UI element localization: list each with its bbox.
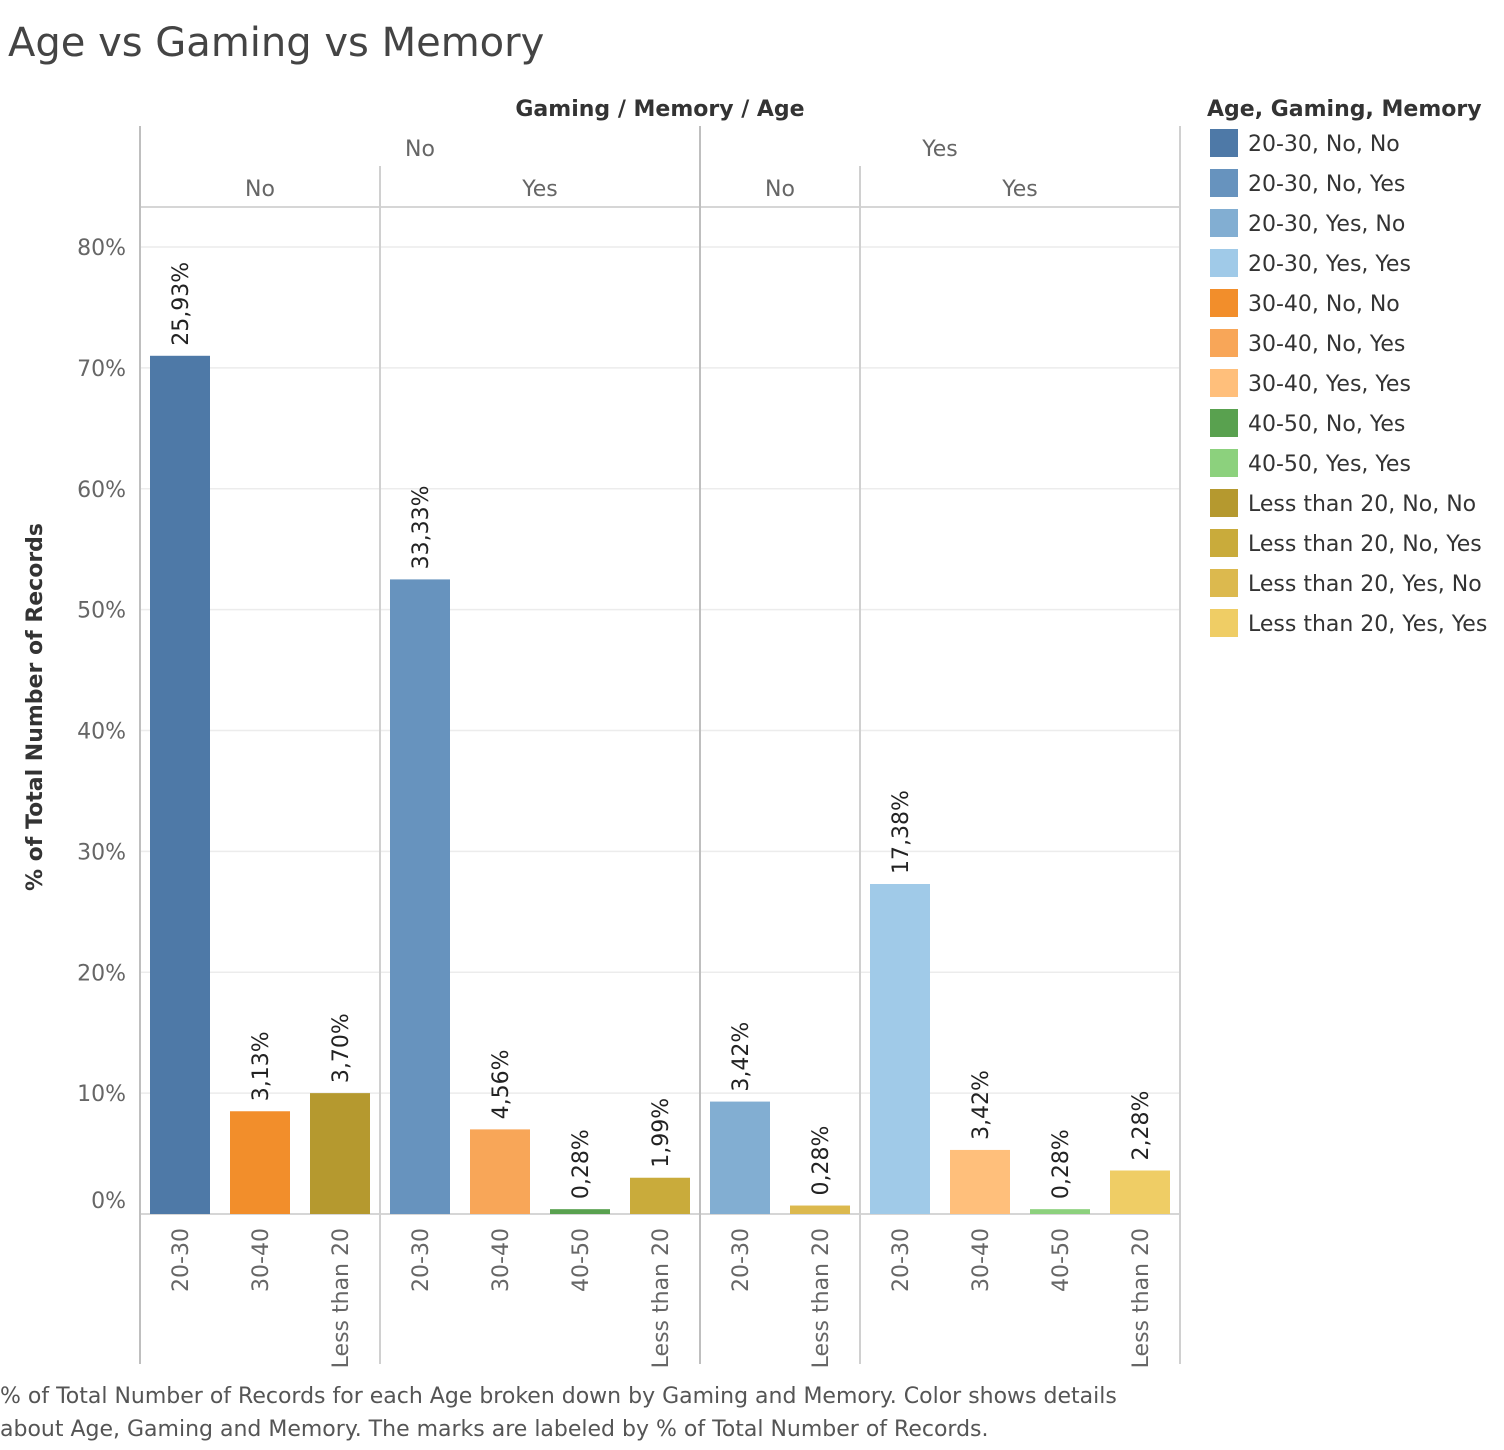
legend-item-label: Less than 20, Yes, Yes — [1248, 612, 1487, 637]
legend-swatch — [1210, 209, 1238, 237]
x-category-label: 40-50 — [569, 1228, 594, 1292]
data-label: 1,99% — [649, 1098, 674, 1168]
legend-item-label: 30-40, Yes, Yes — [1248, 372, 1411, 397]
data-label: 4,56% — [489, 1049, 514, 1119]
legend-swatch — [1210, 489, 1238, 517]
data-label: 0,28% — [809, 1126, 834, 1196]
legend-item-label: Less than 20, No, Yes — [1248, 532, 1482, 557]
legend-swatch — [1210, 329, 1238, 357]
bar[interactable] — [630, 1177, 690, 1214]
y-tick-label: 20% — [77, 961, 126, 986]
data-label: 0,28% — [1049, 1129, 1074, 1199]
x-category-label: 20-30 — [729, 1228, 754, 1292]
y-tick-label: 0% — [91, 1189, 126, 1214]
bar[interactable] — [1110, 1170, 1170, 1214]
memory-header: Yes — [521, 177, 558, 202]
y-tick-label: 50% — [77, 599, 126, 624]
x-category-label: Less than 20 — [1129, 1228, 1154, 1368]
legend-swatch — [1210, 249, 1238, 277]
data-label: 2,28% — [1129, 1091, 1154, 1161]
memory-header: No — [765, 177, 795, 202]
memory-header: Yes — [1001, 177, 1038, 202]
x-category-label: 20-30 — [409, 1228, 434, 1292]
data-label: 3,42% — [729, 1022, 754, 1092]
legend-swatch — [1210, 569, 1238, 597]
legend-item-label: 30-40, No, No — [1248, 292, 1400, 317]
legend-item-label: 30-40, No, Yes — [1248, 332, 1405, 357]
legend-swatch — [1210, 169, 1238, 197]
data-label: 33,33% — [409, 486, 434, 570]
data-label: 3,42% — [969, 1070, 994, 1140]
data-label: 25,93% — [169, 262, 194, 346]
bar[interactable] — [230, 1111, 290, 1214]
data-label: 3,70% — [329, 1013, 354, 1083]
chart-title: Age vs Gaming vs Memory — [8, 20, 544, 66]
legend-item-label: 40-50, No, Yes — [1248, 412, 1405, 437]
y-tick-label: 40% — [77, 720, 126, 745]
bar[interactable] — [950, 1149, 1010, 1214]
y-tick-label: 60% — [77, 478, 126, 503]
legend-swatch — [1210, 409, 1238, 437]
chart: Age vs Gaming vs Memory Gaming / Memory … — [8, 20, 1487, 1368]
legend-item-label: 20-30, Yes, No — [1248, 212, 1405, 237]
gaming-header: No — [405, 137, 435, 162]
data-label: 0,28% — [569, 1129, 594, 1199]
y-tick-label: 80% — [77, 236, 126, 261]
x-category-label: Less than 20 — [329, 1228, 354, 1368]
bar[interactable] — [790, 1205, 850, 1214]
bar[interactable] — [150, 355, 210, 1215]
x-category-label: 20-30 — [889, 1228, 914, 1292]
x-category-label: Less than 20 — [809, 1228, 834, 1368]
x-category-label: 30-40 — [969, 1228, 994, 1292]
data-label: 17,38% — [889, 790, 914, 874]
header-title: Gaming / Memory / Age — [515, 97, 804, 122]
x-category-label: 40-50 — [1049, 1228, 1074, 1292]
bar[interactable] — [550, 1209, 610, 1214]
legend-swatch — [1210, 449, 1238, 477]
legend-title: Age, Gaming, Memory — [1207, 97, 1482, 122]
x-category-label: Less than 20 — [649, 1228, 674, 1368]
legend-item-label: 20-30, No, Yes — [1248, 172, 1405, 197]
chart-caption: % of Total Number of Records for each Ag… — [0, 1384, 1117, 1442]
legend-swatch — [1210, 129, 1238, 157]
bar[interactable] — [710, 1101, 770, 1214]
bar[interactable] — [470, 1129, 530, 1214]
y-tick-label: 30% — [77, 840, 126, 865]
legend-swatch — [1210, 369, 1238, 397]
y-axis-label: % of Total Number of Records — [23, 523, 48, 891]
gaming-header: Yes — [921, 137, 958, 162]
legend-item-label: 40-50, Yes, Yes — [1248, 452, 1411, 477]
legend-swatch — [1210, 609, 1238, 637]
legend-swatch — [1210, 529, 1238, 557]
x-category-label: 20-30 — [169, 1228, 194, 1292]
bar[interactable] — [1030, 1209, 1090, 1214]
bar[interactable] — [390, 579, 450, 1214]
y-tick-label: 10% — [77, 1082, 126, 1107]
x-category-label: 30-40 — [489, 1228, 514, 1292]
legend-item-label: Less than 20, Yes, No — [1248, 572, 1482, 597]
bar[interactable] — [310, 1093, 370, 1214]
bar[interactable] — [870, 884, 930, 1214]
legend-swatch — [1210, 289, 1238, 317]
x-category-label: 30-40 — [249, 1228, 274, 1292]
legend-item-label: 20-30, No, No — [1248, 132, 1400, 157]
legend-item-label: Less than 20, No, No — [1248, 492, 1476, 517]
data-label: 3,13% — [249, 1031, 274, 1101]
legend-item-label: 20-30, Yes, Yes — [1248, 252, 1411, 277]
memory-header: No — [245, 177, 275, 202]
y-tick-label: 70% — [77, 357, 126, 382]
